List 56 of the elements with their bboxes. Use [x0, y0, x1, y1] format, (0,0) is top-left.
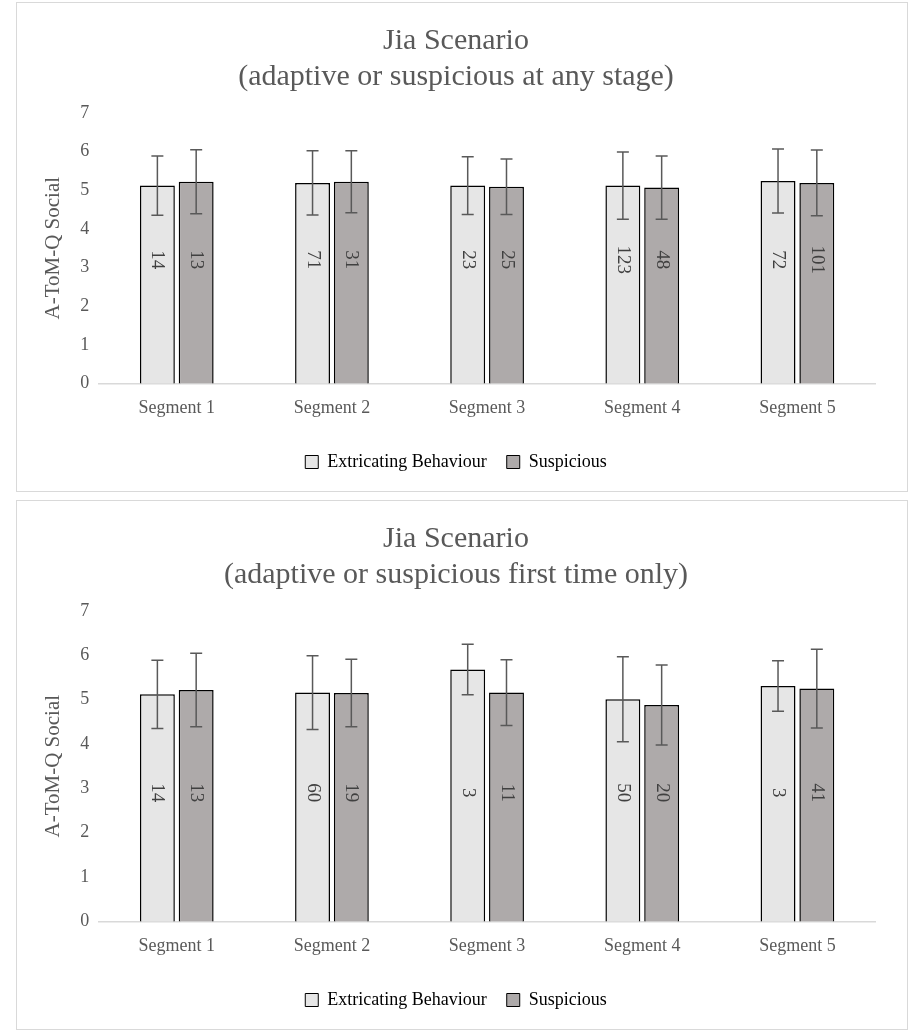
- x-tick-label: Segment 5: [759, 396, 836, 417]
- x-tick-label: Segment 4: [604, 396, 681, 417]
- y-tick-label: 5: [80, 688, 90, 709]
- x-tick-label: Segment 5: [759, 934, 836, 955]
- x-tick-label: Segment 2: [293, 934, 371, 955]
- annotation: 20: [652, 783, 674, 803]
- legend-label: Suspicious: [528, 988, 607, 1009]
- annotation: 31: [342, 250, 364, 270]
- y-tick-label: 1: [80, 865, 90, 886]
- y-axis-title: A-ToM-Q Social: [40, 694, 65, 838]
- y-tick-label: 7: [80, 599, 90, 620]
- annotation: 72: [769, 250, 791, 270]
- x-tick-label: Segment 1: [138, 934, 216, 955]
- annotation: 14: [148, 783, 170, 803]
- annotation: 13: [187, 783, 209, 803]
- x-tick-label: Segment 2: [293, 396, 371, 417]
- annotation: 50: [613, 783, 635, 803]
- y-tick-label: 5: [80, 178, 90, 199]
- chart-subtitle: (adaptive or suspicious first time only): [223, 555, 689, 590]
- y-tick-label: 6: [80, 140, 90, 161]
- y-tick-label: 7: [80, 101, 90, 122]
- legend-label: Extricating Behaviour: [327, 988, 487, 1009]
- chart-title: Jia Scenario: [383, 21, 529, 55]
- x-tick-label: Segment 3: [448, 396, 526, 417]
- annotation: 3: [458, 788, 480, 798]
- x-tick-label: Segment 4: [604, 934, 681, 955]
- annotation: 123: [613, 245, 635, 275]
- y-tick-label: 0: [80, 372, 90, 393]
- annotation: 71: [303, 250, 325, 270]
- annotation: 23: [458, 250, 480, 270]
- legend-label: Extricating Behaviour: [327, 450, 487, 471]
- y-tick-label: 2: [80, 821, 90, 842]
- annotation: 48: [652, 250, 674, 270]
- y-tick-label: 1: [80, 333, 90, 354]
- x-tick-label: Segment 1: [138, 396, 216, 417]
- y-axis-title: A-ToM-Q Social: [40, 176, 65, 320]
- annotation: 41: [807, 783, 829, 803]
- y-tick-label: 2: [80, 294, 90, 315]
- annotation: 60: [303, 783, 325, 803]
- y-tick-label: 3: [80, 256, 90, 277]
- y-tick-label: 4: [80, 732, 90, 753]
- y-tick-label: 6: [80, 644, 90, 665]
- annotation: 13: [187, 250, 209, 270]
- annotation: 11: [497, 783, 519, 802]
- annotation: 19: [342, 783, 364, 803]
- y-tick-label: 4: [80, 217, 90, 238]
- x-tick-label: Segment 3: [448, 934, 526, 955]
- legend-label: Suspicious: [528, 450, 607, 471]
- y-tick-label: 0: [80, 910, 90, 931]
- chart-title: Jia Scenario: [383, 519, 529, 553]
- annotation: 25: [497, 250, 519, 270]
- annotation: 3: [769, 788, 791, 798]
- annotation: 101: [807, 245, 829, 275]
- annotation: 14: [148, 250, 170, 270]
- y-tick-label: 3: [80, 777, 90, 798]
- chart-subtitle: (adaptive or suspicious at any stage): [238, 57, 674, 92]
